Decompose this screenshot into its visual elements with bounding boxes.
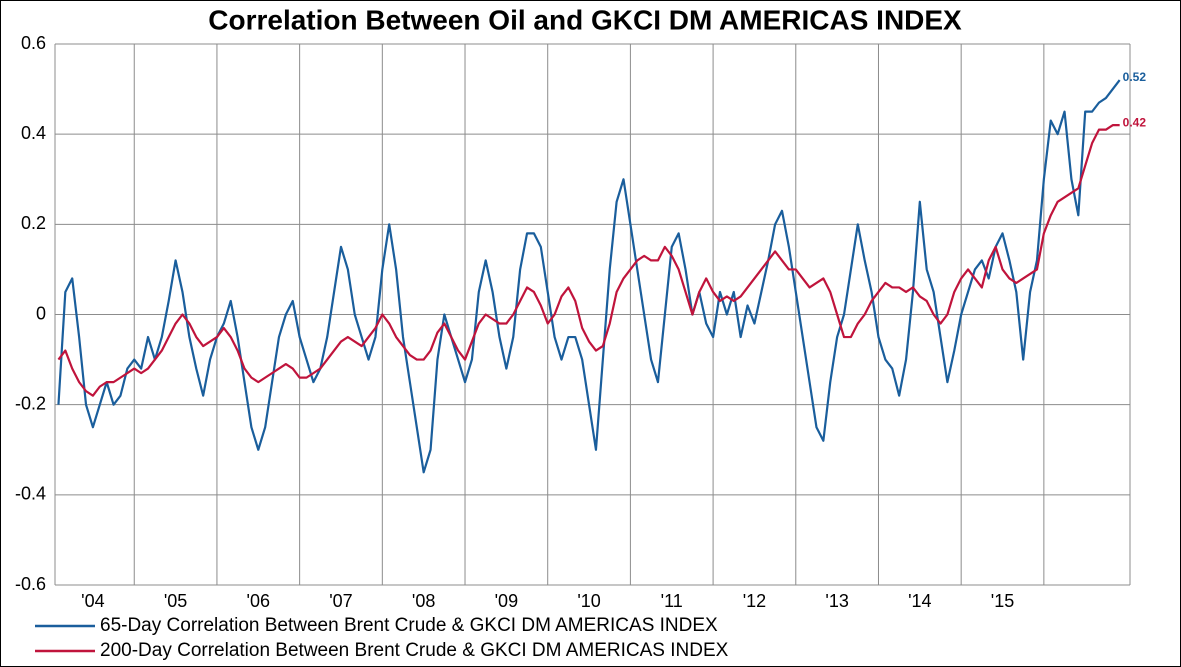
y-tick-label: -0.6	[15, 574, 46, 594]
x-tick-label: '15	[991, 591, 1014, 611]
x-tick-label: '06	[247, 591, 270, 611]
series-line	[57, 79, 1121, 474]
plot: 0.52 0.42	[57, 70, 1147, 474]
x-tick-label: '13	[825, 591, 848, 611]
x-tick-label: '14	[908, 591, 931, 611]
x-tick-label: '09	[495, 591, 518, 611]
end-value-label: 0.42	[1123, 115, 1147, 129]
y-tick-label: 0.2	[21, 213, 46, 233]
grid: -0.6 -0.4 -0.2 0 0.2 0.4 0.6 '04 '05 '06 '07 '08 '09…	[15, 33, 1131, 611]
x-tick-label: '05	[164, 591, 187, 611]
x-tick-label: '10	[577, 591, 600, 611]
chart-title: Correlation Between Oil and GKCI DM AMER…	[208, 4, 962, 35]
legend-label: 200-Day Correlation Between Brent Crude …	[100, 640, 729, 661]
x-tick-label: '08	[412, 591, 435, 611]
x-tick-label: '04	[81, 591, 104, 611]
series-line	[57, 124, 1120, 397]
x-tick-label: '11	[661, 591, 683, 611]
x-tick-label: '12	[743, 591, 766, 611]
y-tick-label: -0.4	[15, 484, 46, 504]
y-tick-label: 0.4	[21, 123, 46, 143]
end-value-label: 0.52	[1123, 70, 1147, 84]
y-tick-label: 0	[36, 303, 46, 323]
legend: 65-Day Correlation Between Brent Crude &…	[35, 615, 729, 661]
x-tick-label: '07	[329, 591, 352, 611]
y-tick-label: -0.2	[15, 393, 46, 413]
legend-label: 65-Day Correlation Between Brent Crude &…	[100, 615, 718, 636]
y-tick-label: 0.6	[21, 33, 46, 53]
